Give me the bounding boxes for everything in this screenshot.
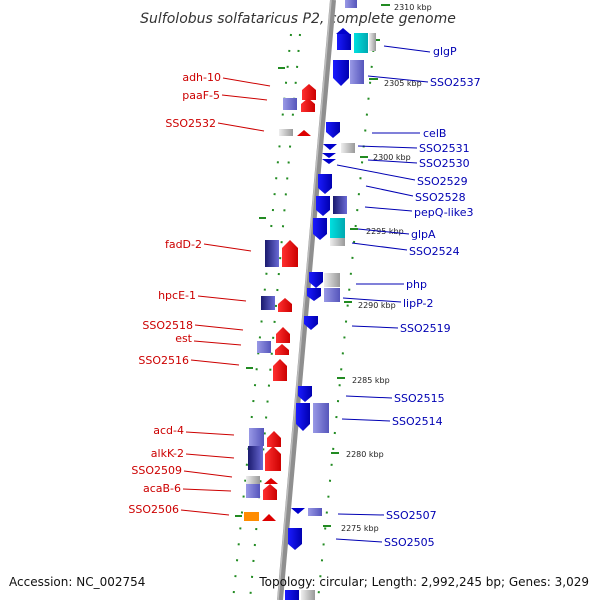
gene-label[interactable]: pepQ-like3 [414,206,474,219]
gene-arrow[interactable] [267,431,281,447]
gene-block[interactable] [330,238,345,246]
gene-label[interactable]: SSO2537 [430,76,481,89]
reverse-strand-genes [285,0,376,600]
gene-label[interactable]: paaF-5 [182,89,220,102]
gene-block[interactable] [313,403,329,433]
gene-label[interactable]: glpA [411,228,436,241]
accession-text: Accession: NC_002754 [9,575,145,589]
tick-label: 2290 kbp [358,301,396,310]
gene-block[interactable] [248,446,263,470]
gene-label[interactable]: SSO2509 [131,464,182,477]
gene-arrow[interactable] [298,386,312,402]
gene-label[interactable]: adh-10 [182,71,221,84]
gene-arrow[interactable] [304,316,318,330]
gene-block[interactable] [246,484,260,498]
gene-arrow[interactable] [276,327,290,343]
gene-arrow[interactable] [313,218,327,240]
gene-label[interactable]: alkK-2 [151,447,184,460]
gene-block[interactable] [350,60,364,84]
gene-label[interactable]: glgP [433,45,457,58]
gene-label[interactable]: est [175,332,192,345]
gene-block[interactable] [285,590,299,600]
gene-block[interactable] [301,590,315,600]
gene-label[interactable]: SSO2532 [165,117,216,130]
gene-arrow[interactable] [265,446,281,471]
gene-label[interactable]: acaB-6 [143,482,181,495]
gene-arrow[interactable] [302,84,316,100]
gene-arrow[interactable] [318,174,332,194]
gene-label[interactable]: SSO2530 [419,157,470,170]
gene-block[interactable] [324,273,340,287]
gene-block[interactable] [261,296,275,310]
tick-label: 2300 kbp [373,153,411,162]
gene-label[interactable]: SSO2506 [128,503,179,516]
gene-label[interactable]: SSO2518 [142,319,193,332]
gene-label[interactable]: fadD-2 [165,238,202,251]
topology-text: Topology: circular; Length: 2,992,245 bp… [258,575,589,589]
gene-label[interactable]: acd-4 [153,424,184,437]
minor-markers [235,39,380,517]
gene-label[interactable]: SSO2514 [392,415,443,428]
gene-label[interactable]: SSO2516 [138,354,189,367]
gene-label[interactable]: hpcE-1 [158,289,196,302]
gene-label[interactable]: SSO2524 [409,245,460,258]
gene-arrow[interactable] [282,240,298,267]
right-labels: glgP SSO2537 celB SSO2531 SSO2530 SSO252… [335,45,481,549]
gene-block[interactable] [330,218,345,238]
gene-label[interactable]: SSO2531 [419,142,470,155]
gene-arrow[interactable] [273,359,287,381]
gene-arrow[interactable] [301,98,315,112]
gene-arrow[interactable] [309,272,323,288]
gene-block[interactable] [279,129,293,136]
gene-label[interactable]: celB [423,127,446,140]
gene-block[interactable] [249,428,264,446]
gene-block[interactable] [354,33,368,53]
genome-backbone [277,0,336,600]
gene-arrow[interactable] [278,298,292,312]
gene-arrow[interactable] [326,122,340,138]
map-title: Sulfolobus solfataricus P2, complete gen… [140,11,456,27]
gene-block[interactable] [337,34,351,50]
tick-label: 2275 kbp [341,524,379,533]
gene-arrow[interactable] [316,196,330,216]
gene-block[interactable] [246,476,260,484]
tick-label: 2285 kbp [352,376,390,385]
gene-label[interactable]: php [406,278,427,291]
gene-arrow[interactable] [307,288,321,301]
gene-block[interactable] [265,240,279,267]
gene-block[interactable] [244,512,259,521]
gene-block[interactable] [333,196,347,214]
tick-label: 2305 kbp [384,79,422,88]
gene-arrow[interactable] [296,403,310,431]
gene-label[interactable]: SSO2505 [384,536,435,549]
gene-block[interactable] [308,508,322,516]
gene-block[interactable] [369,33,376,51]
tick-label: 2280 kbp [346,450,384,459]
gene-label[interactable]: SSO2528 [415,191,466,204]
left-labels: adh-10 paaF-5 SSO2532 fadD-2 hpcE-1 SSO2… [128,71,271,516]
gene-arrow[interactable] [263,484,277,500]
gene-block[interactable] [283,98,297,110]
tick-label: 2310 kbp [394,3,432,12]
gene-arrow[interactable] [275,344,289,355]
gene-label[interactable]: SSO2515 [394,392,445,405]
gene-label[interactable]: lipP-2 [403,297,433,310]
gene-arrow[interactable] [288,528,302,550]
gene-block[interactable] [257,341,271,353]
forward-strand-genes [244,84,316,521]
gene-block[interactable] [345,0,357,8]
gene-block[interactable] [341,143,355,153]
gene-label[interactable]: SSO2507 [386,509,437,522]
gene-label[interactable]: SSO2519 [400,322,451,335]
gene-arrow[interactable] [333,60,349,86]
gene-label[interactable]: SSO2529 [417,175,468,188]
gene-block[interactable] [324,288,340,302]
